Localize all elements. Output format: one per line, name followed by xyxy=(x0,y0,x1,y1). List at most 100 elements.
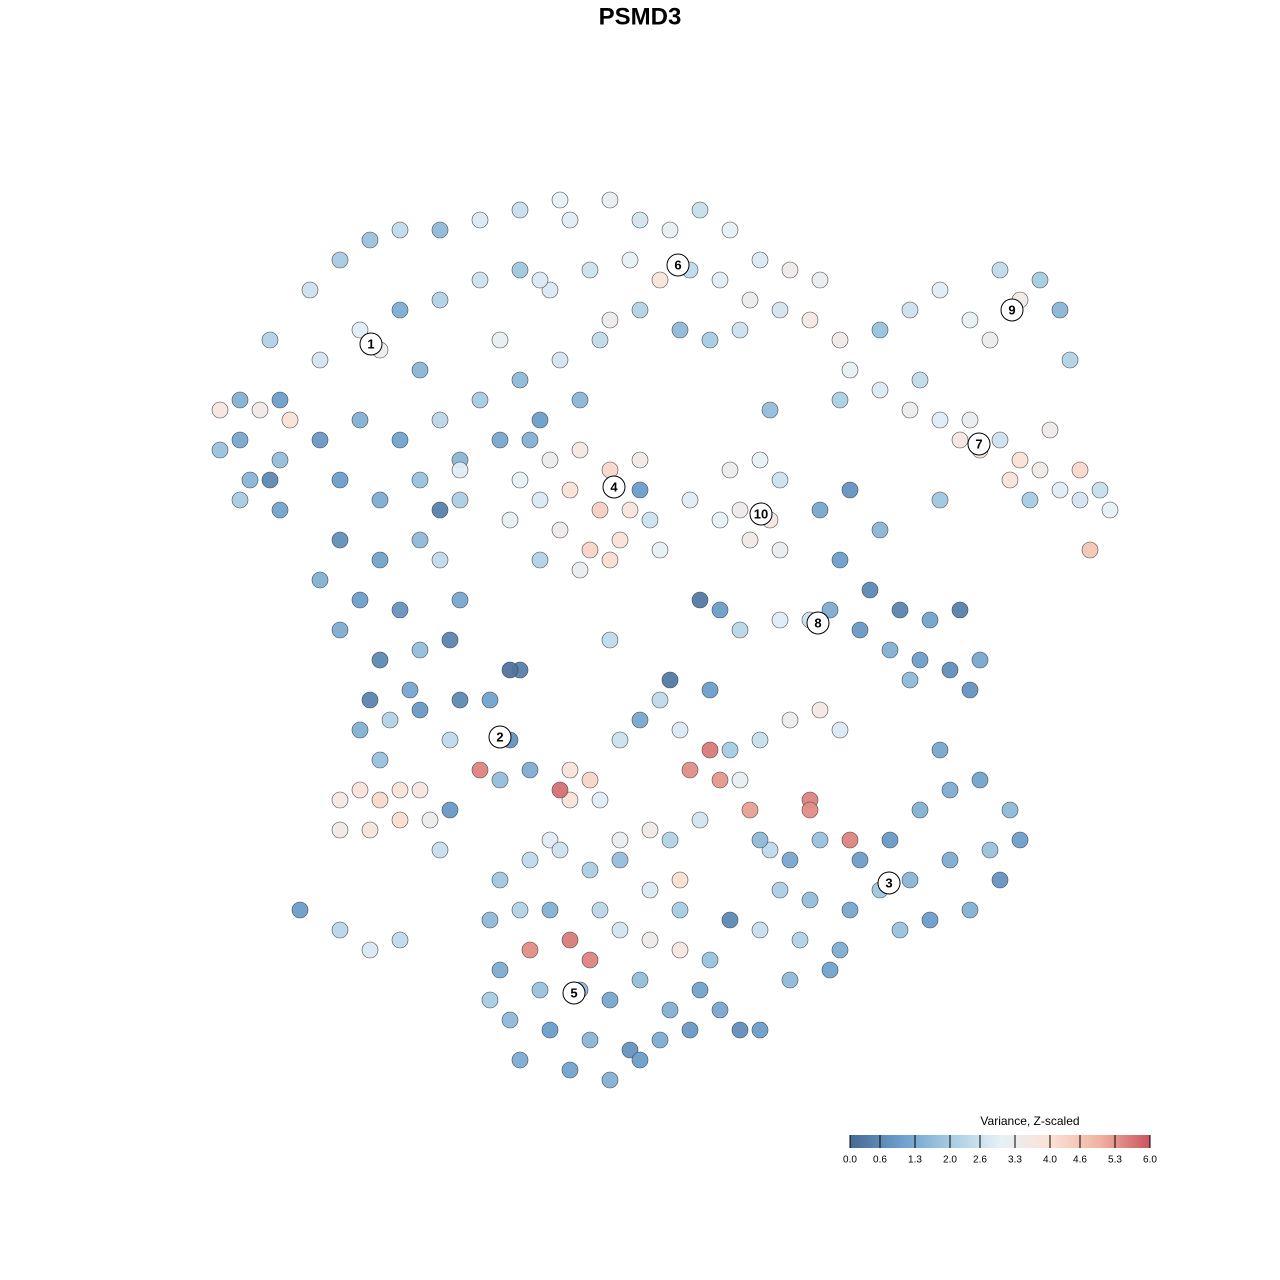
point xyxy=(581,261,599,279)
point xyxy=(751,451,769,469)
colorbar-tick-label: 0.6 xyxy=(873,1155,887,1166)
cluster-marker xyxy=(967,432,991,456)
point xyxy=(361,821,379,839)
point xyxy=(941,851,959,869)
point xyxy=(271,451,289,469)
point xyxy=(631,211,649,229)
point xyxy=(271,391,289,409)
point xyxy=(541,1021,559,1039)
point xyxy=(901,301,919,319)
point xyxy=(541,901,559,919)
point xyxy=(751,731,769,749)
point xyxy=(721,461,739,479)
point xyxy=(521,941,539,959)
point xyxy=(351,321,369,339)
point xyxy=(871,321,889,339)
point xyxy=(811,271,829,289)
cluster-label: 7 xyxy=(975,436,982,451)
colorbar-tick-label: 0.0 xyxy=(843,1155,857,1166)
point xyxy=(711,771,729,789)
point xyxy=(761,401,779,419)
point xyxy=(511,471,529,489)
point xyxy=(771,881,789,899)
point xyxy=(331,251,349,269)
cluster-marker xyxy=(749,502,773,526)
point xyxy=(531,491,549,509)
point xyxy=(731,501,749,519)
point xyxy=(331,471,349,489)
point xyxy=(751,831,769,849)
point xyxy=(581,951,599,969)
point xyxy=(891,601,909,619)
point xyxy=(911,651,929,669)
point xyxy=(1031,271,1049,289)
point xyxy=(631,1051,649,1069)
point xyxy=(451,491,469,509)
point xyxy=(611,851,629,869)
cluster-label: 4 xyxy=(610,479,618,494)
point xyxy=(591,331,609,349)
point xyxy=(811,501,829,519)
point xyxy=(451,591,469,609)
point xyxy=(371,791,389,809)
point xyxy=(391,221,409,239)
point xyxy=(831,721,849,739)
point xyxy=(691,591,709,609)
point xyxy=(581,771,599,789)
point xyxy=(571,441,589,459)
point xyxy=(531,551,549,569)
point xyxy=(771,611,789,629)
point xyxy=(501,661,519,679)
point xyxy=(921,611,939,629)
cluster-label: 6 xyxy=(674,257,681,272)
chart-title: PSMD3 xyxy=(599,3,682,30)
point xyxy=(501,511,519,529)
point xyxy=(601,551,619,569)
point xyxy=(1101,501,1119,519)
point xyxy=(631,971,649,989)
point xyxy=(781,711,799,729)
point xyxy=(511,201,529,219)
point xyxy=(431,221,449,239)
point xyxy=(661,831,679,849)
point xyxy=(441,801,459,819)
point xyxy=(451,461,469,479)
point xyxy=(311,431,329,449)
point xyxy=(801,891,819,909)
point xyxy=(521,851,539,869)
point xyxy=(631,301,649,319)
point xyxy=(511,371,529,389)
point xyxy=(731,321,749,339)
point xyxy=(211,441,229,459)
colorbar-title: Variance, Z-scaled xyxy=(980,1114,1079,1128)
point xyxy=(231,431,249,449)
point xyxy=(501,1011,519,1029)
point xyxy=(411,781,429,799)
point xyxy=(671,871,689,889)
cluster-label: 8 xyxy=(814,615,821,630)
point xyxy=(911,371,929,389)
point xyxy=(421,811,439,829)
point xyxy=(751,1021,769,1039)
cluster-marker xyxy=(602,475,626,499)
point xyxy=(651,541,669,559)
point xyxy=(651,691,669,709)
point xyxy=(1031,461,1049,479)
point xyxy=(991,261,1009,279)
point xyxy=(901,671,919,689)
point xyxy=(821,961,839,979)
point xyxy=(351,781,369,799)
point xyxy=(671,321,689,339)
point xyxy=(651,1031,669,1049)
point xyxy=(711,1001,729,1019)
point xyxy=(1091,481,1109,499)
point xyxy=(351,721,369,739)
point xyxy=(671,901,689,919)
point xyxy=(601,191,619,209)
point xyxy=(231,391,249,409)
point xyxy=(331,791,349,809)
cluster-label: 2 xyxy=(496,729,503,744)
point xyxy=(1081,541,1099,559)
point xyxy=(551,521,569,539)
